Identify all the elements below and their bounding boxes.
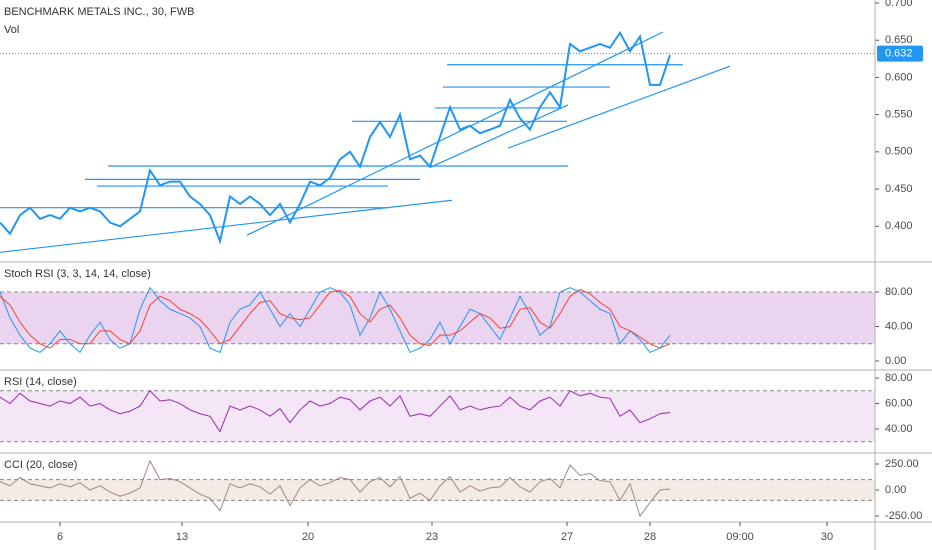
panel-title: Stoch RSI (3, 3, 14, 14, close) xyxy=(4,268,151,280)
y-tick-label: 0.00 xyxy=(885,484,906,496)
y-tick-label: 80.00 xyxy=(885,286,913,298)
trend-line xyxy=(0,199,453,253)
panel-title: BENCHMARK METALS INC., 30, FWB xyxy=(4,6,195,18)
trend-line xyxy=(246,31,664,236)
y-tick-label: 60.00 xyxy=(885,397,913,409)
y-tick-label: 250.00 xyxy=(885,458,919,470)
trend-line xyxy=(429,104,569,169)
x-tick-label: 28 xyxy=(644,531,656,543)
last-price-label: 0.632 xyxy=(885,47,913,59)
x-tick-label: 6 xyxy=(57,531,63,543)
series-line xyxy=(0,288,671,349)
panel-title: CCI (20, close) xyxy=(4,459,77,471)
y-tick-label: 0.700 xyxy=(885,0,913,9)
y-tick-label: 0.500 xyxy=(885,146,913,158)
y-tick-label: 0.450 xyxy=(885,183,913,195)
band-fill xyxy=(0,390,875,442)
y-tick-label: -250.00 xyxy=(885,510,922,522)
y-tick-label: 0.650 xyxy=(885,34,913,46)
y-tick-label: 0.00 xyxy=(885,355,906,367)
x-tick-label: 13 xyxy=(176,531,188,543)
x-tick-label: 09:00 xyxy=(726,531,754,543)
series-line xyxy=(0,389,671,433)
x-tick-label: 30 xyxy=(821,531,833,543)
y-tick-label: 0.550 xyxy=(885,109,913,121)
panel-title: RSI (14, close) xyxy=(4,376,77,388)
legend-label: Vol xyxy=(4,24,19,36)
band-fill xyxy=(0,292,875,344)
y-tick-label: 40.00 xyxy=(885,320,913,332)
y-tick-label: 0.400 xyxy=(885,220,913,232)
series-line xyxy=(0,30,671,245)
x-tick-label: 27 xyxy=(561,531,573,543)
x-tick-label: 23 xyxy=(426,531,438,543)
x-tick-label: 20 xyxy=(302,531,314,543)
last-price-tag xyxy=(877,45,923,62)
y-tick-label: 80.00 xyxy=(885,372,913,384)
trend-line xyxy=(507,65,731,149)
series-line xyxy=(0,459,671,518)
series-line xyxy=(0,286,671,354)
y-tick-label: 40.00 xyxy=(885,423,913,435)
y-tick-label: 0.600 xyxy=(885,71,913,83)
